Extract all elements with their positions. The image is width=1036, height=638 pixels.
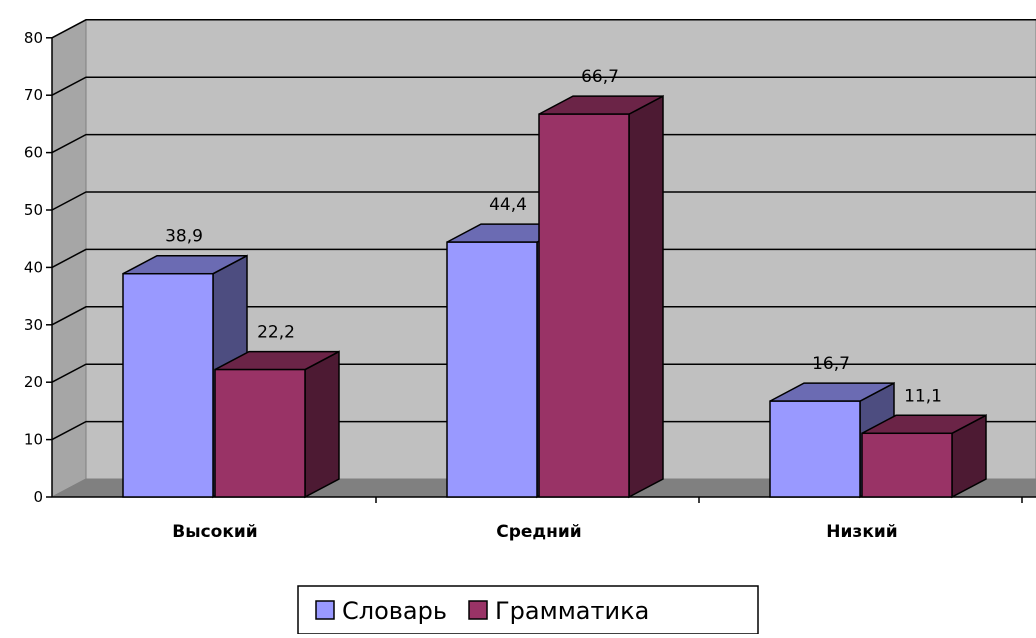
data-label: 16,7 bbox=[812, 354, 850, 374]
y-tick-label: 70 bbox=[24, 86, 43, 104]
y-tick-label: 10 bbox=[24, 431, 43, 449]
data-label: 22,2 bbox=[257, 323, 295, 343]
bar bbox=[446, 241, 538, 498]
y-tick-label: 60 bbox=[24, 144, 43, 162]
category-label: Низкий bbox=[826, 522, 897, 542]
gridline bbox=[51, 191, 1036, 211]
gridline bbox=[51, 19, 1036, 39]
category-label: Высокий bbox=[172, 522, 257, 542]
y-tick-label: 40 bbox=[24, 258, 43, 276]
data-label: 11,1 bbox=[904, 386, 942, 406]
y-tick-label: 20 bbox=[24, 373, 43, 391]
data-label: 66,7 bbox=[581, 67, 619, 87]
legend-label: Словарь bbox=[342, 597, 447, 625]
data-label: 38,9 bbox=[165, 227, 203, 247]
gridline bbox=[51, 133, 1036, 154]
y-tick-label: 50 bbox=[24, 201, 43, 219]
bar-side bbox=[628, 94, 664, 499]
bar bbox=[538, 113, 630, 498]
legend-label: Грамматика bbox=[495, 597, 649, 625]
bar-side bbox=[304, 350, 340, 499]
gridline bbox=[51, 420, 1036, 441]
legend-swatch bbox=[468, 600, 488, 620]
bar bbox=[861, 432, 953, 498]
y-tick-label: 30 bbox=[24, 316, 43, 334]
legend-swatch bbox=[315, 600, 335, 620]
gridline bbox=[51, 248, 1036, 269]
data-label: 44,4 bbox=[489, 195, 527, 215]
bar bbox=[122, 272, 214, 498]
bar bbox=[214, 368, 306, 498]
y-tick-label: 80 bbox=[24, 29, 43, 47]
bar bbox=[769, 400, 861, 498]
gridline bbox=[51, 363, 1036, 383]
gridline bbox=[51, 306, 1036, 326]
category-label: Средний bbox=[496, 522, 581, 542]
gridline bbox=[51, 76, 1036, 96]
y-tick-label: 0 bbox=[33, 488, 43, 506]
